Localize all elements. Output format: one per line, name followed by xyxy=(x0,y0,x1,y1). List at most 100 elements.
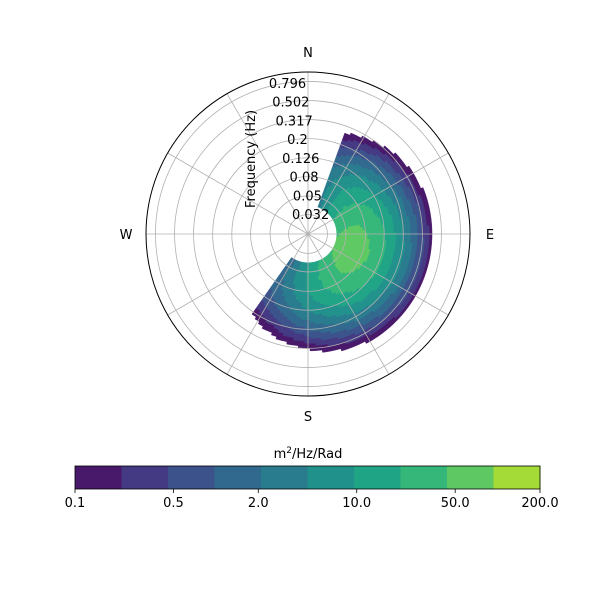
spectrum-cell xyxy=(429,231,433,239)
spectrum-cell xyxy=(306,279,310,282)
spectrum-cell xyxy=(309,305,314,309)
spectrum-cell xyxy=(309,319,315,323)
spectrum-cell xyxy=(396,232,399,238)
spectrum-cell xyxy=(379,228,383,233)
spectrum-cell xyxy=(345,230,349,234)
spectrum-cell xyxy=(308,274,312,278)
spectrum-cell xyxy=(275,336,283,341)
spectrum-cell xyxy=(424,231,428,239)
spectrum-cell xyxy=(305,283,310,287)
radial-tick-label: 0.08 xyxy=(290,170,319,185)
spectrum-cell xyxy=(305,293,310,297)
angular-gridline xyxy=(307,233,390,375)
spectrum-cell xyxy=(376,236,380,241)
spectrum-cell xyxy=(305,288,310,292)
spectrum-cell xyxy=(353,232,356,236)
spectrum-cell xyxy=(304,338,311,342)
spectrum-cell xyxy=(412,231,416,238)
spectrum-cell xyxy=(304,322,310,325)
spectrum-cell xyxy=(309,302,314,306)
spectrum-cell xyxy=(261,325,269,331)
spectrum-cell xyxy=(304,331,310,335)
angular-tick-label: N xyxy=(303,46,313,61)
spectrum-cell xyxy=(303,283,307,287)
spectrum-cell xyxy=(286,341,293,346)
angular-gridline xyxy=(307,93,390,235)
spectrum-cell xyxy=(310,276,314,280)
colorbar-segment xyxy=(447,466,494,489)
colorbar-segment xyxy=(168,466,215,489)
colorbar-tick-label: 50.0 xyxy=(441,496,470,511)
colorbar-segment xyxy=(354,466,401,489)
angular-gridline xyxy=(167,233,309,316)
spectrum-cell xyxy=(310,271,314,275)
spectrum-cell xyxy=(271,332,278,337)
colorbar-segment xyxy=(121,466,169,489)
radial-tick-label: 0.796 xyxy=(269,77,306,92)
spectrum-cell xyxy=(304,324,310,328)
colorbar-segment xyxy=(75,466,122,489)
spectrum-cell xyxy=(350,230,354,234)
colorbar-segment xyxy=(307,466,355,489)
radial-axis-label: Frequency (Hz) xyxy=(244,110,259,208)
spectrum-cell xyxy=(376,232,380,237)
spectrum-cell xyxy=(357,230,361,234)
spectrum-cell xyxy=(369,229,373,234)
spectrum-cell xyxy=(398,227,402,233)
colorbar-label: m2/Hz/Rad xyxy=(274,446,343,462)
spectrum-cell xyxy=(301,297,306,302)
spectrum-cell xyxy=(309,338,316,342)
spectrum-cell xyxy=(308,295,313,299)
spectrum-cell xyxy=(305,300,310,304)
angular-tick-labels: N E S W xyxy=(120,46,495,425)
spectrum-cell xyxy=(393,232,397,238)
spectrum-cell xyxy=(417,231,421,239)
colorbar-segment xyxy=(261,466,308,489)
angular-gridline xyxy=(307,152,449,235)
angular-gridline xyxy=(226,93,309,235)
spectrum-cell xyxy=(428,218,432,226)
colorbar-segment xyxy=(400,466,448,489)
spectrum-cell xyxy=(372,232,376,237)
spectrum-cell xyxy=(305,298,310,302)
spectrum-cell xyxy=(308,281,312,285)
spectrum-cell xyxy=(292,342,299,346)
angular-tick-label: W xyxy=(120,228,133,243)
spectrum-cell xyxy=(388,232,392,238)
spectrum-cell xyxy=(309,331,316,335)
spectrum-cell xyxy=(379,236,383,241)
spectrum-cell xyxy=(338,231,342,234)
spectrum-cell xyxy=(357,235,361,239)
spectrum-cell xyxy=(257,321,265,327)
spectrum-cell xyxy=(308,267,311,271)
spectrum-cell xyxy=(309,312,314,316)
spectrum-cell xyxy=(303,343,311,347)
radial-tick-label: 0.032 xyxy=(292,208,329,223)
spectrum-cell xyxy=(403,232,407,238)
radial-tick-label: 0.05 xyxy=(293,190,322,205)
radial-tick-label: 0.502 xyxy=(272,96,309,111)
spectrum-cell xyxy=(309,340,316,344)
spectrum-cell xyxy=(384,232,387,237)
spectrum-cell xyxy=(305,286,310,290)
colorbar-tick-label: 2.0 xyxy=(248,496,269,511)
spectrum-cell xyxy=(306,281,310,285)
spectrum-cell xyxy=(308,271,312,275)
spectrum-cell xyxy=(304,317,310,321)
spectrum-cell xyxy=(367,229,371,234)
spectrum-cell xyxy=(353,230,356,234)
spectrum-cell xyxy=(308,262,311,266)
polar-grid xyxy=(145,71,471,397)
colorbar-segment xyxy=(493,466,541,489)
angular-gridline xyxy=(307,233,449,316)
spectrum-cell xyxy=(309,317,315,321)
spectrum-cell xyxy=(369,235,373,240)
spectrum-cell xyxy=(301,302,306,306)
angular-gridline xyxy=(167,152,309,235)
spectrum-cell xyxy=(304,312,310,316)
colorbar-tick-label: 10.0 xyxy=(342,496,371,511)
spectrum-cell xyxy=(372,229,376,234)
spectrum-cell xyxy=(353,235,356,239)
spectrum-cell xyxy=(398,232,402,238)
spectrum-cell xyxy=(308,283,312,287)
